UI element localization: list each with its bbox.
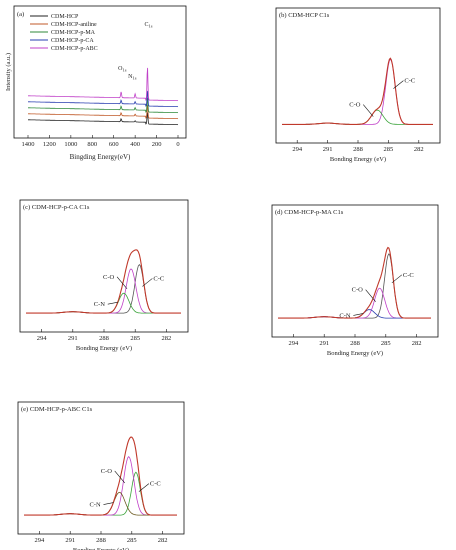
panel-e-arrow-c-o	[114, 470, 125, 484]
panel-e-component-c-c	[24, 471, 177, 516]
panel-a-tick-label-1000: 1000	[64, 141, 77, 148]
panel-a-series-cdm-hcp-p-ma	[28, 97, 179, 114]
panel-d-tick-label-282: 282	[412, 340, 422, 347]
panel-b: (b) CDM-HCP C1s 294 291 288 285 282 Bonding En…	[275, 7, 441, 163]
panel-b-tick-label-294: 294	[292, 146, 303, 153]
panel-a-annotation-o1s: O1s	[118, 66, 127, 73]
panel-e-peak-label-c-o: C-O	[101, 468, 113, 475]
panel-b-tick-label-291: 291	[323, 146, 333, 153]
legend-entry-cdm-hcp-aniline: CDM-HCP-aniline	[51, 22, 97, 28]
panel-b-label: (b) CDM-HCP C1s	[279, 12, 330, 19]
panel-e-peak-label-c-c: C-C	[150, 481, 161, 488]
panel-e-tick-label-282: 282	[158, 537, 168, 544]
panel-a-y-axis-label: Intensity (a.u.)	[5, 53, 12, 91]
panel-b-arrow-c-c	[393, 80, 404, 89]
panel-a-legend: CDM-HCP CDM-HCP-aniline CDM-HCP-p-MA CDM…	[30, 14, 98, 52]
panel-d-peak-label-c-c: C-C	[403, 272, 414, 279]
panel-a-label: (a)	[17, 11, 24, 18]
panel-d-arrow-c-n	[353, 313, 364, 316]
panel-e-tick-label-294: 294	[35, 537, 46, 544]
panel-b-arrow-c-o	[363, 104, 374, 117]
legend-entry-cdm-hcp: CDM-HCP	[51, 14, 79, 20]
panel-c: (c) CDM-HCP-p-CA C1s 294 291 288 285 282 Bondi…	[19, 199, 189, 352]
panel-c-peak-label-c-o: C-O	[103, 274, 115, 281]
panel-a-tick-label-1200: 1200	[43, 141, 56, 148]
panel-c-envelope	[26, 249, 181, 314]
panel-c-peak-label-c-n: C-N	[94, 301, 106, 308]
panel-d: (d) CDM-HCP-p-MA C1s 294 291 288 285 282 Bondi…	[271, 204, 439, 357]
panel-b-peak-label-c-c: C-C	[404, 78, 415, 85]
panel-d-arrow-c-o	[365, 289, 376, 302]
panel-a-annotation-sub: 1s	[122, 68, 126, 73]
panel-b-component-c-o	[282, 109, 433, 125]
legend-entry-cdm-hcp-p-ca: CDM-HCP-p-CA	[51, 38, 94, 44]
panel-d-label: (d) CDM-HCP-p-MA C1s	[275, 209, 344, 216]
panel-a-series	[28, 67, 179, 126]
panel-d-arrow-c-c	[391, 274, 403, 284]
panel-d-peak-label-c-n: C-N	[339, 312, 351, 319]
panel-d-x-axis-label: Bonding Energy (eV)	[327, 350, 383, 357]
panel-a-tick-label-200: 200	[152, 141, 162, 148]
panel-e-tick-label-291: 291	[65, 537, 75, 544]
panel-c-arrow-c-o	[116, 276, 128, 289]
panel-e-arrow-c-n	[103, 502, 114, 505]
panel-c-tick-label-285: 285	[130, 335, 140, 342]
panel-a: (a) CDM-HCP CDM-HCP-aniline CDM-HCP-p-MA…	[5, 5, 187, 161]
panel-a-series-cdm-hcp-p-ca	[28, 90, 179, 108]
panel-a-annotation-sub: 1s	[148, 24, 152, 29]
panel-a-tick-label-600: 600	[109, 141, 119, 148]
panel-c-arrow-c-c	[142, 278, 153, 287]
panel-d-tick-label-294: 294	[289, 340, 300, 347]
panel-c-tick-label-294: 294	[37, 335, 48, 342]
panel-c-tick-label-288: 288	[99, 335, 109, 342]
panel-d-tick-label-285: 285	[381, 340, 391, 347]
panel-b-tick-label-285: 285	[384, 146, 394, 153]
panel-a-x-ticks: 1400 1200 1000 800 600 400 200 0	[22, 135, 180, 148]
panel-c-tick-label-291: 291	[68, 335, 78, 342]
panel-a-x-axis-label: Bingding Energy(eV)	[70, 153, 131, 161]
panel-b-x-axis-label: Bonding Energy (eV)	[330, 156, 386, 163]
panel-c-tick-label-282: 282	[162, 335, 172, 342]
panel-b-tick-label-288: 288	[353, 146, 363, 153]
panel-a-series-cdm-hcp-p-abc	[28, 67, 179, 102]
panel-d-tick-label-288: 288	[350, 340, 360, 347]
legend-entry-cdm-hcp-p-ma: CDM-HCP-p-MA	[51, 30, 96, 36]
panel-b-envelope	[282, 57, 433, 125]
panel-d-envelope	[278, 246, 431, 319]
panel-a-annotation-sub: 1s	[132, 76, 136, 81]
panel-a-annotation-c1s: C1s	[144, 22, 152, 29]
panel-a-tick-label-400: 400	[130, 141, 140, 148]
panel-e-x-axis-label: Bonding Energy (eV)	[73, 547, 129, 550]
panel-e-tick-label-285: 285	[127, 537, 137, 544]
panel-a-series-cdm-hcp-aniline	[28, 105, 179, 120]
panel-a-annotation-n1s: N1s	[128, 74, 137, 81]
panel-d-peak-label-c-o: C-O	[352, 287, 364, 294]
panel-a-tick-label-800: 800	[87, 141, 97, 148]
panel-d-tick-label-291: 291	[319, 340, 329, 347]
panel-a-tick-label-0: 0	[176, 141, 179, 148]
panel-b-frame	[275, 7, 441, 144]
panel-d-component-c-n	[278, 309, 431, 319]
panel-e-label: (e) CDM-HCP-p-ABC C1s	[21, 406, 93, 413]
panel-a-frame	[13, 5, 187, 139]
panel-e-tick-label-288: 288	[96, 537, 106, 544]
panel-c-peak-label-c-c: C-C	[153, 275, 164, 282]
panel-b-tick-label-282: 282	[414, 146, 424, 153]
panel-b-component-c-c	[282, 58, 433, 125]
panel-e-envelope	[24, 436, 177, 516]
panel-b-peak-label-c-o: C-O	[349, 102, 361, 109]
panel-a-series-cdm-hcp	[28, 112, 179, 126]
panel-c-x-axis-label: Bonding Energy (eV)	[76, 345, 132, 352]
panel-c-arrow-c-n	[107, 301, 118, 305]
panel-e-peak-label-c-n: C-N	[89, 502, 101, 509]
panel-e-arrow-c-c	[138, 483, 150, 492]
panel-a-tick-label-1400: 1400	[22, 141, 35, 148]
panel-e: (e) CDM-HCP-p-ABC C1s 294 291 288 285 282 Bond…	[17, 401, 185, 550]
legend-entry-cdm-hcp-p-abc: CDM-HCP-p-ABC	[51, 46, 98, 52]
panel-c-label: (c) CDM-HCP-p-CA C1s	[23, 204, 90, 211]
panel-c-frame	[19, 199, 189, 333]
